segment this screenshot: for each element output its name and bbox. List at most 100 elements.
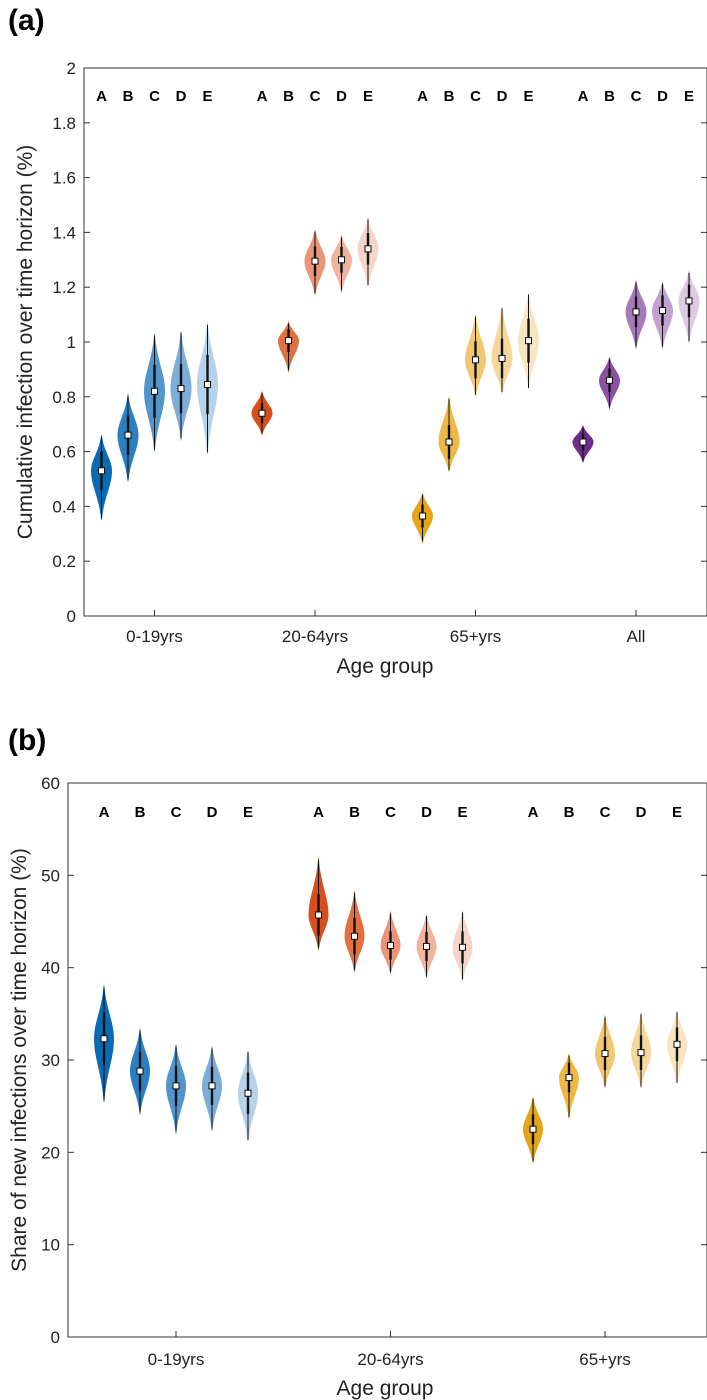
panel-a-x-tick-label: 0-19yrs <box>126 627 183 646</box>
panel-b-x-tick-label: 0-19yrs <box>148 1350 205 1369</box>
panel-a-scenario-label: A <box>257 88 268 105</box>
panel-b-y-tick-label: 0 <box>51 1328 60 1347</box>
panel-b-y-tick-label: 10 <box>41 1236 60 1255</box>
panel-a-y-tick-label: 2 <box>67 59 76 78</box>
panel-a-scenario-label: B <box>283 88 294 105</box>
panel-a-y-tick-label: 1.6 <box>52 169 76 188</box>
panel-a-y-tick-label: 0.4 <box>52 497 76 516</box>
panel-b-y-tick-label: 60 <box>41 774 60 793</box>
panel-a-median-marker <box>98 467 105 475</box>
panel-a-scenario-label: B <box>604 88 615 105</box>
panel-a-scenario-label: E <box>363 88 373 105</box>
panel-b-median-marker <box>387 942 394 950</box>
panel-b-scenario-label: B <box>135 804 146 821</box>
panel-b-median-marker <box>315 911 322 919</box>
panel-b-median-marker <box>673 1040 681 1048</box>
panel-b-scenario-label: E <box>457 804 467 821</box>
panel-b-median-marker <box>172 1082 180 1090</box>
panel-a-scenario-label: C <box>149 88 160 105</box>
panel-a-median-marker <box>472 356 479 364</box>
panel-a-y-tick-label: 0.8 <box>52 388 76 407</box>
panel-a-y-tick-label: 1.2 <box>52 278 76 297</box>
panel-a-scenario-label: C <box>631 88 642 105</box>
panel-b-median-marker <box>136 1067 144 1075</box>
panel-b-scenario-label: E <box>672 804 682 821</box>
panel-a-x-axis-label: Age group <box>337 655 434 678</box>
panel-a-median-marker <box>364 245 372 253</box>
panel-a-scenario-label: B <box>123 88 134 105</box>
panel-a-scenario-label: D <box>176 88 187 105</box>
panel-a-scenario-label: E <box>523 88 533 105</box>
panel-a-y-axis-label: Cumulative infection over time horizon (… <box>14 145 37 540</box>
panel-b-y-tick-label: 50 <box>41 866 60 885</box>
panel-b-scenario-label: B <box>349 804 360 821</box>
panel-a-scenario-label: B <box>444 88 455 105</box>
panel-a-y-tick-label: 0 <box>67 607 76 626</box>
panel-b-median-marker <box>601 1050 609 1058</box>
panel-b-median-marker <box>459 943 466 951</box>
panel-a-label: (a) <box>8 4 45 37</box>
panel-a-median-marker <box>659 306 666 314</box>
panel-a-scenario-label: E <box>202 88 212 105</box>
panel-b: (b) Share of new infections over time ho… <box>8 724 707 1400</box>
panel-a-scenario-label: A <box>417 88 428 105</box>
panel-b-median-marker <box>351 932 358 940</box>
panel-b-median-marker <box>565 1074 573 1082</box>
panel-a-y-tick-label: 1.4 <box>52 223 76 242</box>
panel-b-scenario-label: B <box>564 804 575 821</box>
panel-b-scenario-label: A <box>99 804 110 821</box>
panel-b-scenario-label: C <box>600 804 611 821</box>
panel-a-scenario-label: D <box>497 88 508 105</box>
panel-a-scenario-label: A <box>96 88 107 105</box>
panel-a-median-marker <box>685 297 693 305</box>
panel-a-median-marker <box>579 438 587 446</box>
panel-b-median-marker <box>637 1049 645 1057</box>
panel-a-median-marker <box>124 431 132 439</box>
panel-b-scenario-label: D <box>207 804 218 821</box>
panel-a-median-marker <box>632 308 640 316</box>
panel-b-scenario-label: A <box>313 804 324 821</box>
panel-b-scenario-label: E <box>243 804 253 821</box>
panel-a-median-marker <box>151 387 158 395</box>
panel-a-median-marker <box>498 354 506 362</box>
panel-b-y-tick-label: 20 <box>41 1143 60 1162</box>
panel-a-x-tick-label: 20-64yrs <box>282 627 348 646</box>
panel-a-x-tick-label: All <box>627 627 646 646</box>
panel-b-violins: 0 10 20 30 40 50 60 0-19yrs A B C D E 20-64yrs A B C D E 65… <box>41 774 707 1369</box>
panel-a-median-marker <box>204 380 211 388</box>
panel-a-scenario-label: E <box>684 88 694 105</box>
panel-a-median-marker <box>606 376 613 384</box>
panel-b-x-axis-label: Age group <box>337 1377 434 1400</box>
panel-b-median-marker <box>100 1035 108 1043</box>
panel-b-median-marker <box>529 1125 537 1133</box>
panel-a-median-marker <box>177 385 185 393</box>
panel-b-label: (b) <box>8 724 46 757</box>
panel-a-median-marker <box>445 438 453 446</box>
panel-b-median-marker <box>423 942 430 950</box>
panel-a-median-marker <box>419 512 426 520</box>
panel-a-median-marker <box>311 257 319 265</box>
panel-a: (a) Cumulative infection over time horiz… <box>8 4 707 678</box>
panel-b-y-tick-label: 30 <box>41 1051 60 1070</box>
panel-a-scenario-label: D <box>336 88 347 105</box>
panel-b-scenario-label: C <box>171 804 182 821</box>
panel-b-scenario-label: A <box>528 804 539 821</box>
panel-a-scenario-label: C <box>470 88 481 105</box>
panel-b-y-axis-label: Share of new infections over time horizo… <box>8 848 31 1272</box>
panel-a-scenario-label: C <box>310 88 321 105</box>
panel-a-median-marker <box>338 256 345 264</box>
panel-a-median-marker <box>525 337 532 345</box>
panel-a-median-marker <box>285 337 292 345</box>
panel-b-x-tick-label: 20-64yrs <box>357 1350 423 1369</box>
panel-a-y-tick-label: 1 <box>67 333 76 352</box>
panel-b-x-tick-label: 65+yrs <box>579 1350 631 1369</box>
panel-b-y-tick-label: 40 <box>41 959 60 978</box>
panel-a-y-tick-label: 0.2 <box>52 552 76 571</box>
panel-a-scenario-label: A <box>578 88 589 105</box>
panel-a-median-marker <box>258 409 266 417</box>
panel-b-scenario-label: D <box>421 804 432 821</box>
panel-a-plot-frame <box>83 67 707 617</box>
panel-a-y-tick-label: 1.8 <box>52 114 76 133</box>
